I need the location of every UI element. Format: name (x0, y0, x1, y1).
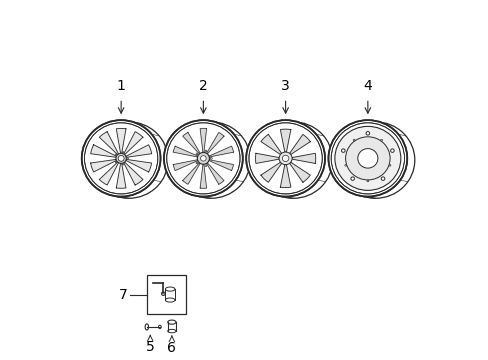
Polygon shape (90, 145, 116, 157)
Polygon shape (261, 134, 281, 154)
Ellipse shape (126, 158, 128, 159)
Ellipse shape (122, 152, 123, 153)
Polygon shape (206, 162, 224, 184)
Ellipse shape (381, 177, 384, 180)
Ellipse shape (88, 126, 154, 190)
Text: 7: 7 (119, 288, 128, 302)
Ellipse shape (282, 155, 288, 162)
Polygon shape (183, 162, 200, 184)
Polygon shape (280, 129, 290, 152)
Ellipse shape (341, 149, 345, 152)
Polygon shape (123, 132, 142, 155)
Ellipse shape (118, 156, 124, 161)
Ellipse shape (204, 165, 206, 167)
Ellipse shape (366, 180, 368, 182)
Polygon shape (90, 159, 116, 172)
Polygon shape (99, 162, 118, 185)
Ellipse shape (210, 157, 212, 159)
Polygon shape (99, 132, 118, 155)
Ellipse shape (344, 165, 346, 166)
Ellipse shape (390, 149, 393, 152)
Ellipse shape (350, 177, 354, 180)
Polygon shape (291, 153, 315, 163)
Text: 2: 2 (199, 79, 207, 93)
Polygon shape (200, 129, 206, 153)
Polygon shape (206, 132, 224, 154)
Ellipse shape (328, 120, 407, 197)
Text: 6: 6 (167, 341, 176, 355)
Polygon shape (280, 165, 290, 188)
Ellipse shape (115, 161, 117, 163)
Ellipse shape (197, 153, 209, 164)
Polygon shape (173, 146, 198, 157)
Polygon shape (208, 160, 233, 171)
Polygon shape (125, 145, 151, 157)
Ellipse shape (115, 154, 117, 156)
Polygon shape (289, 134, 310, 154)
Ellipse shape (357, 149, 377, 168)
Ellipse shape (163, 120, 242, 197)
Polygon shape (261, 162, 281, 182)
Ellipse shape (334, 126, 400, 190)
Ellipse shape (366, 131, 369, 135)
Polygon shape (116, 163, 126, 188)
Ellipse shape (200, 156, 206, 161)
Ellipse shape (170, 126, 236, 190)
Ellipse shape (204, 150, 206, 152)
Polygon shape (200, 164, 206, 188)
Ellipse shape (252, 126, 318, 190)
Text: 3: 3 (281, 79, 289, 93)
Polygon shape (125, 159, 151, 172)
Ellipse shape (81, 120, 160, 197)
Ellipse shape (246, 120, 325, 197)
Polygon shape (116, 129, 126, 153)
Ellipse shape (279, 152, 291, 165)
Bar (146, 275, 186, 314)
Text: 4: 4 (363, 79, 371, 93)
Ellipse shape (345, 137, 389, 180)
Ellipse shape (388, 165, 390, 166)
Text: 5: 5 (145, 340, 154, 354)
Ellipse shape (122, 163, 123, 165)
Polygon shape (183, 132, 200, 154)
Polygon shape (289, 162, 310, 182)
Text: 1: 1 (117, 79, 125, 93)
Polygon shape (173, 160, 198, 171)
Ellipse shape (196, 162, 198, 164)
Ellipse shape (196, 153, 198, 155)
Polygon shape (255, 153, 279, 163)
Ellipse shape (380, 139, 382, 141)
Ellipse shape (116, 153, 126, 163)
Polygon shape (208, 146, 233, 157)
Polygon shape (123, 162, 142, 185)
Ellipse shape (352, 139, 354, 141)
